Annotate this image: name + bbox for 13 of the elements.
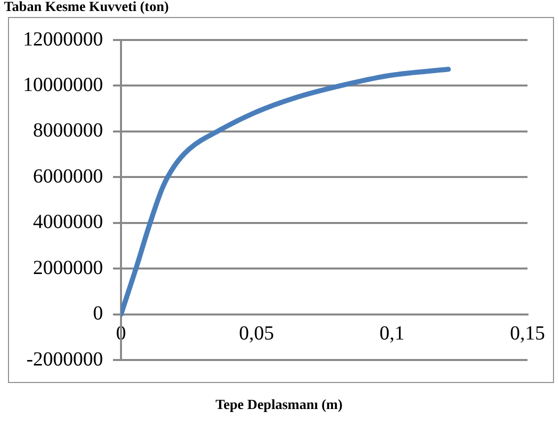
y-tick-label: 10000000	[23, 74, 103, 96]
y-tick-label: 4000000	[33, 211, 103, 234]
y-tick-label: -2000000	[26, 348, 103, 370]
y-axis-title: Taban Kesme Kuvveti (ton)	[4, 0, 169, 16]
x-tick-label: 0,15	[510, 322, 545, 345]
x-tick-label: 0,1	[380, 322, 404, 345]
y-tick-label: 6000000	[33, 165, 103, 188]
y-tick-label: 12000000	[23, 28, 103, 50]
x-tick-label: 0,05	[239, 322, 274, 345]
y-tick-label: 2000000	[33, 256, 103, 279]
y-tick-label: 8000000	[33, 120, 103, 142]
x-axis-title: Tepe Deplasmanı (m)	[214, 398, 344, 414]
y-tick-label: 0	[93, 302, 103, 325]
